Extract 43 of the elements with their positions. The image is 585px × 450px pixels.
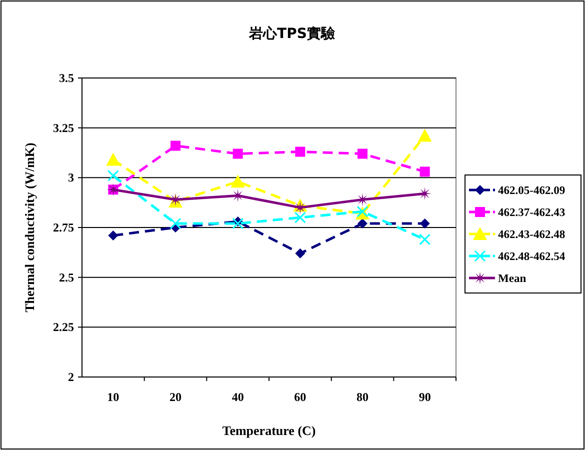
point bbox=[294, 212, 306, 224]
x-tick-label: 60 bbox=[294, 390, 306, 404]
point bbox=[356, 206, 368, 218]
point bbox=[295, 248, 306, 258]
x-tick-label: 10 bbox=[107, 390, 120, 404]
point bbox=[420, 166, 430, 177]
x-tick-label: 40 bbox=[232, 390, 244, 404]
y-tick-label: 2.75 bbox=[53, 220, 74, 234]
legend-label: 462.43-462.48 bbox=[498, 229, 566, 241]
point bbox=[170, 140, 180, 151]
y-tick-label: 3.5 bbox=[59, 71, 74, 85]
x-tick-label: 20 bbox=[170, 390, 182, 404]
point bbox=[295, 146, 306, 157]
point bbox=[418, 128, 432, 142]
point bbox=[294, 201, 307, 214]
point bbox=[170, 218, 182, 230]
legend-label: 462.37-462.43 bbox=[498, 207, 566, 219]
point bbox=[358, 218, 368, 229]
legend-label: Mean bbox=[498, 273, 527, 285]
point bbox=[232, 218, 244, 230]
y-tick-label: 2.25 bbox=[53, 320, 74, 334]
y-axis-title: Thermal conductivity (W/mK) bbox=[22, 142, 37, 312]
point bbox=[107, 170, 119, 182]
point bbox=[420, 218, 430, 229]
legend-label: 462.05-462.09 bbox=[498, 185, 566, 197]
x-tick-label: 80 bbox=[356, 390, 368, 404]
y-tick-label: 2.5 bbox=[59, 270, 74, 284]
point bbox=[108, 230, 118, 240]
point bbox=[419, 234, 431, 246]
point bbox=[356, 193, 369, 206]
point bbox=[358, 148, 368, 159]
point bbox=[230, 174, 245, 188]
chart-title: 岩心TPS實驗 bbox=[248, 25, 336, 42]
point bbox=[231, 189, 244, 202]
legend-label: 462.48-462.54 bbox=[498, 251, 566, 263]
point bbox=[418, 187, 432, 200]
y-tick-label: 3.25 bbox=[53, 120, 74, 135]
x-tick-label: 90 bbox=[418, 390, 431, 404]
y-tick-label: 3 bbox=[68, 170, 74, 185]
y-tick-label: 2 bbox=[68, 370, 74, 384]
point bbox=[232, 148, 243, 159]
point bbox=[106, 152, 120, 166]
x-axis-title: Temperature (C) bbox=[222, 423, 316, 438]
